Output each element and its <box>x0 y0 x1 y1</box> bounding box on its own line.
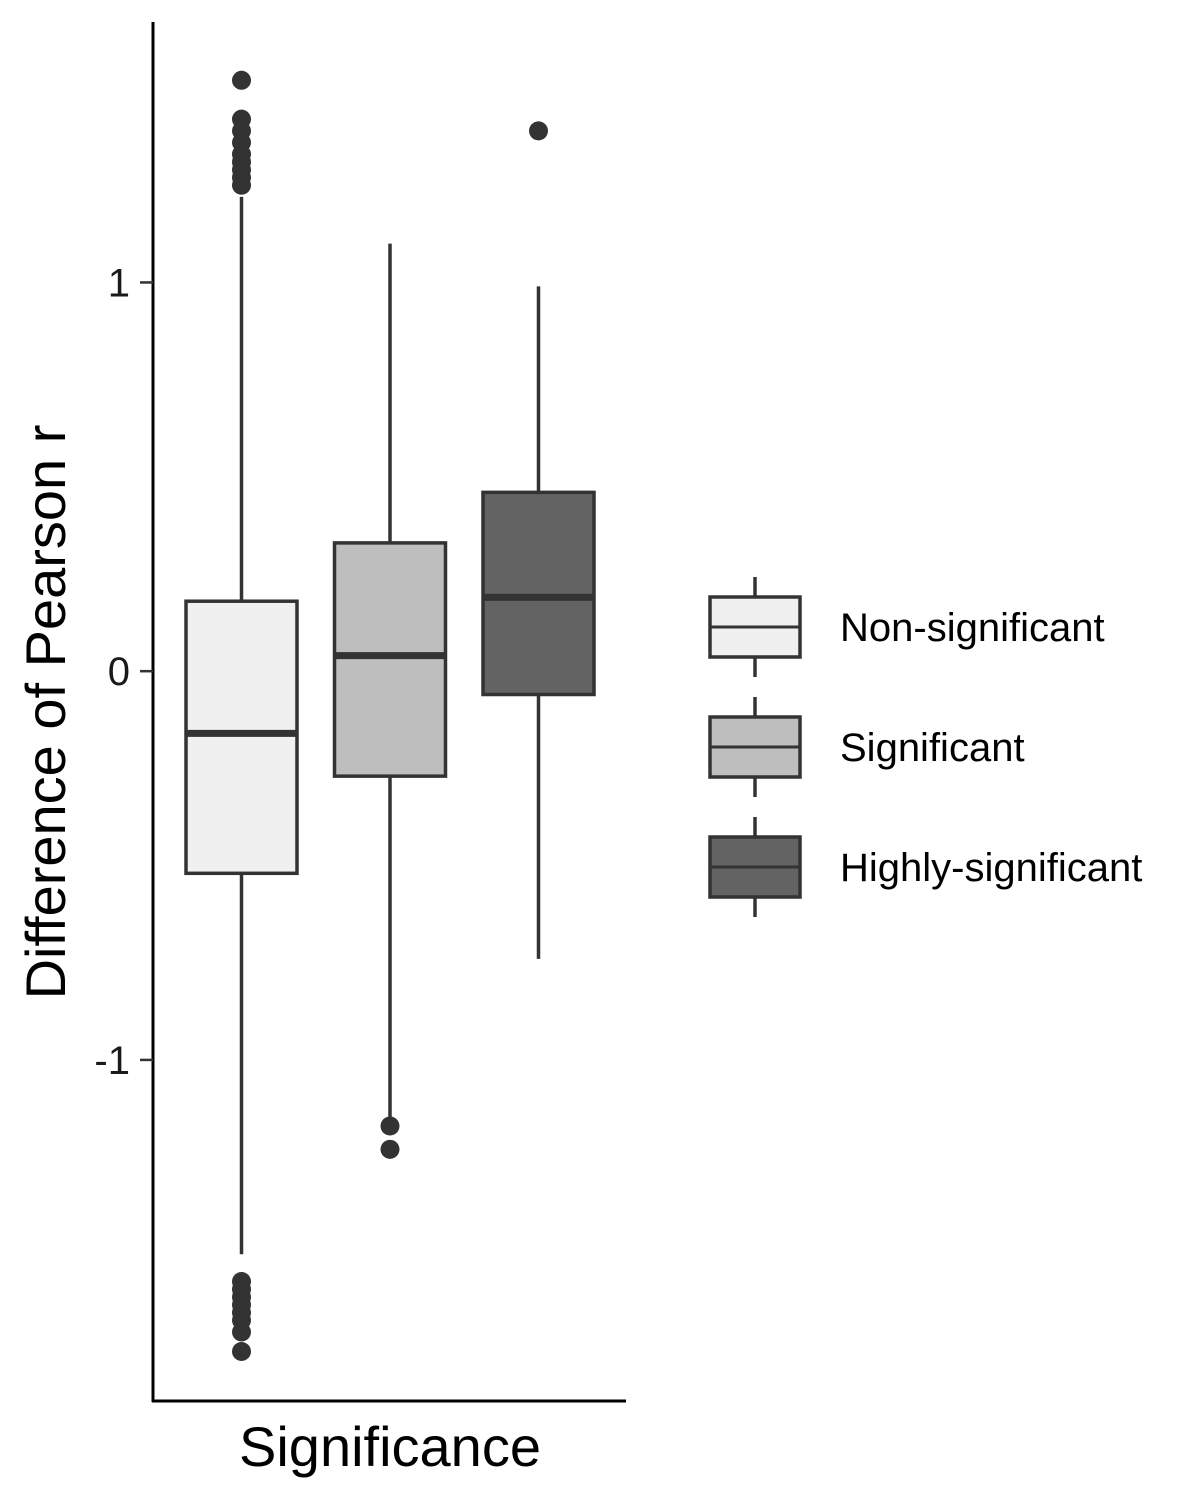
legend-item-2: Highly-significant <box>708 817 1142 917</box>
legend-label: Highly-significant <box>840 846 1142 890</box>
outlier-point <box>380 1139 400 1159</box>
outlier-point <box>380 1116 400 1136</box>
box-body <box>332 541 448 778</box>
outlier-point <box>529 121 548 141</box>
x-axis-title: Significance <box>239 1415 541 1478</box>
outlier-point <box>232 1341 251 1361</box>
y-tick-label: 0 <box>108 650 130 694</box>
box-1 <box>332 243 448 1159</box>
y-axis-title: Difference of Pearson r <box>14 425 77 1000</box>
legend: Non-significant Significant Highly-signifi… <box>708 577 1142 917</box>
legend-item-0: Non-significant <box>708 577 1105 677</box>
box-body <box>184 599 299 876</box>
y-axis-ticks: 1 0 -1 <box>94 261 153 1083</box>
y-tick-label: -1 <box>94 1039 130 1083</box>
box-0 <box>184 70 299 1361</box>
box-body <box>481 490 596 697</box>
outlier-point <box>232 70 251 90</box>
legend-item-1: Significant <box>708 697 1025 797</box>
outlier-point <box>232 1322 251 1342</box>
plot-area <box>184 70 596 1361</box>
legend-label: Significant <box>840 726 1025 770</box>
y-tick-label: 1 <box>108 261 130 305</box>
box-2 <box>481 121 596 959</box>
legend-label: Non-significant <box>840 606 1105 650</box>
outlier-point <box>232 175 251 195</box>
